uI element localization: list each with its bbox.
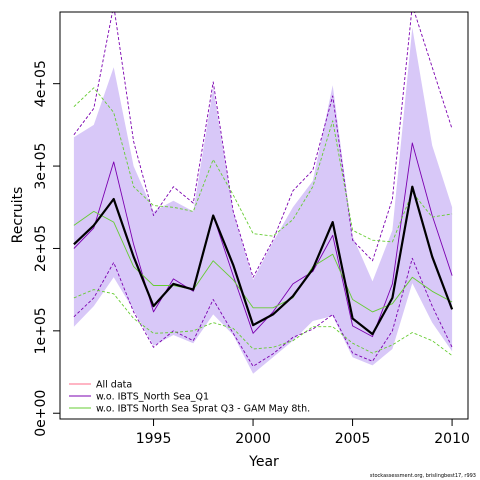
x-tick-label: 2000: [235, 431, 271, 447]
y-tick-label: 2e+05: [33, 225, 49, 272]
y-tick-label: 4e+05: [33, 60, 49, 107]
plot-frame: [59, 11, 469, 420]
series-line-4: [73, 87, 453, 243]
x-tick-label: 2010: [434, 431, 470, 447]
plot-area: [73, 12, 454, 374]
legend-label: All data: [96, 380, 132, 391]
y-axis-label: Recruits: [10, 187, 26, 244]
legend-label: w.o. IBTS North Sea Sprat Q3 - GAM May 8…: [96, 404, 310, 415]
x-tick-label: 2005: [335, 431, 371, 447]
footnote: stockassessment.org, brislingbest17, r99…: [370, 473, 476, 479]
series-line-6: [73, 185, 454, 336]
y-tick-label: 1e+05: [33, 307, 49, 354]
x-tick-label: 1995: [136, 431, 172, 447]
y-tick-label: 3e+05: [33, 143, 49, 190]
series-line-0: [73, 142, 453, 338]
series-line-1: [73, 12, 453, 278]
confidence-band: [73, 27, 453, 374]
x-axis-label: Year: [248, 454, 279, 470]
series-line-2: [73, 257, 453, 367]
legend-label: w.o. IBTS_North Sea_Q1: [96, 392, 209, 403]
y-tick-label: 0e+00: [33, 390, 49, 437]
series-line-5: [73, 289, 453, 356]
y-axis: 0e+00 1e+05 2e+05 3e+05 4e+05: [33, 60, 60, 437]
x-axis: 1995 2000 2005 2010: [136, 419, 470, 447]
